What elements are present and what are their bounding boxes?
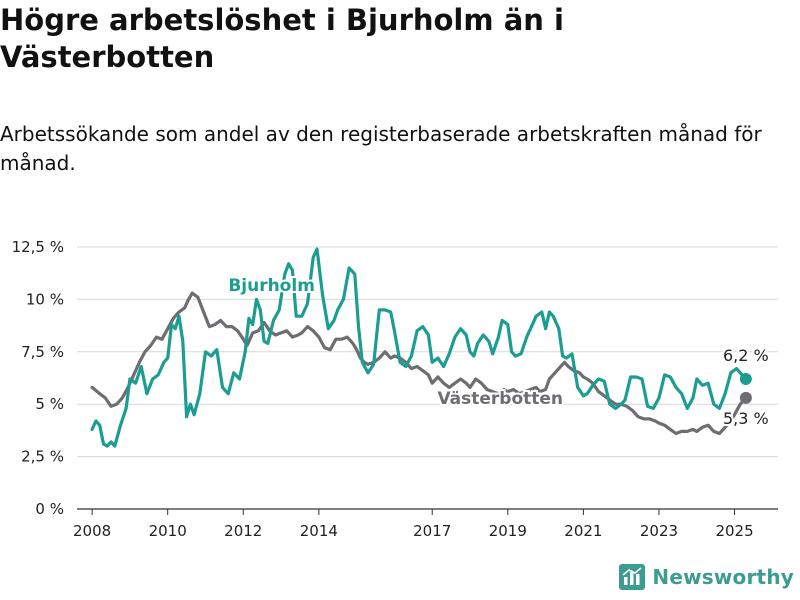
series-labels: Västerbotten Bjurholm 6,2 % 5,3 % (226, 274, 770, 430)
x-tick-label: 2023 (640, 522, 678, 540)
brand-name: Newsworthy (652, 565, 794, 589)
series-lines (90, 247, 748, 448)
series-line-bjurholm (90, 247, 748, 448)
x-tick-label: 2012 (224, 522, 262, 540)
y-tick-label: 12,5 % (12, 238, 64, 256)
series-label-vasterbotten: Västerbotten (437, 389, 563, 409)
chart-title: Högre arbetslöshet i Bjurholm än i Väste… (0, 3, 564, 74)
end-value-label-bjurholm: 6,2 % (723, 346, 769, 365)
y-tick-label: 5 % (35, 395, 64, 413)
end-value-label-vasterbotten: 5,3 % (723, 409, 769, 428)
axis-labels: 0 % 2,5 % 5 % 7,5 % 10 % 12,5 % 2008 2010 2012 20… (12, 238, 754, 540)
x-tick-label: 2025 (715, 522, 753, 540)
x-tick-label: 2010 (149, 522, 187, 540)
bar-chart-logo-icon (619, 564, 646, 590)
y-tick-label: 7,5 % (21, 343, 64, 361)
y-tick-label: 0 % (35, 500, 64, 518)
end-point-bjurholm (739, 373, 752, 386)
chart-subtitle: Arbetssökande som andel av den registerb… (0, 122, 762, 175)
series-label-bjurholm: Bjurholm (228, 276, 315, 296)
grid-lines (77, 246, 778, 510)
series-line-vasterbotten (90, 291, 748, 436)
x-tick-label: 2017 (413, 522, 451, 540)
x-tick-label: 2008 (73, 522, 111, 540)
x-tick-label: 2014 (300, 522, 338, 540)
y-tick-label: 2,5 % (21, 448, 64, 466)
x-tick-label: 2021 (564, 522, 602, 540)
end-point-vasterbotten (739, 391, 752, 404)
y-tick-label: 10 % (26, 290, 64, 308)
x-tick-label: 2019 (489, 522, 527, 540)
brand-logo: Newsworthy (619, 564, 794, 590)
